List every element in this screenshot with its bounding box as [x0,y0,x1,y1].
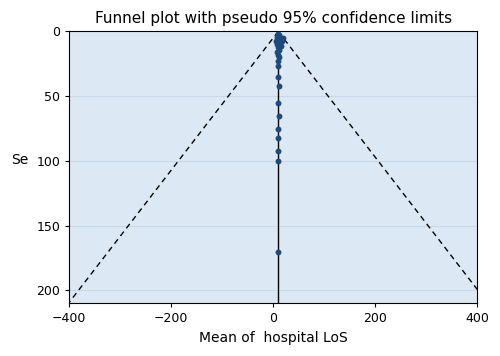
Point [274,113,282,119]
Point [274,100,282,105]
Point [274,126,282,131]
Point [274,249,282,255]
Point [278,38,286,43]
Point [272,42,280,47]
Point [280,35,287,41]
Point [274,31,282,37]
Point [273,49,281,55]
Point [277,35,285,41]
X-axis label: Mean of  hospital LoS: Mean of hospital LoS [199,331,348,345]
Point [274,64,281,69]
Point [274,58,282,64]
Point [275,32,283,38]
Point [274,44,282,50]
Point [274,52,282,58]
Point [274,320,282,326]
Point [273,34,281,40]
Point [274,158,282,164]
Point [274,54,282,60]
Point [274,36,282,42]
Point [274,148,282,153]
Point [274,39,282,44]
Point [274,74,282,80]
Point [277,43,285,48]
Y-axis label: Se: Se [11,153,28,167]
Point [275,47,283,52]
Point [276,40,284,46]
Point [272,38,280,43]
Point [275,83,283,89]
Point [274,135,282,141]
Title: Funnel plot with pseudo 95% confidence limits: Funnel plot with pseudo 95% confidence l… [94,11,452,26]
